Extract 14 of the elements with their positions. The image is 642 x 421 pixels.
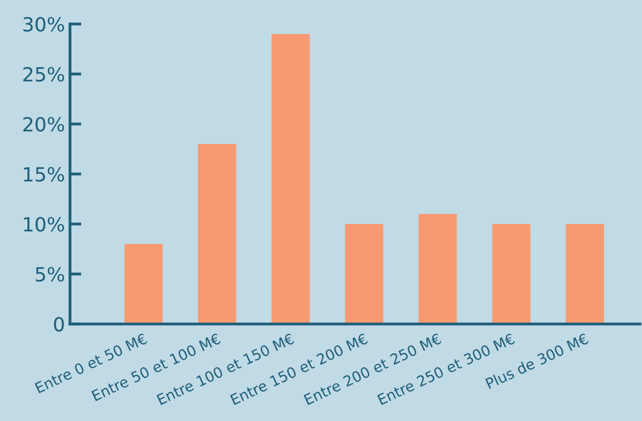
y-tick-label: 20% (23, 116, 64, 132)
bar (492, 224, 530, 324)
bar (418, 214, 457, 324)
y-tick-label: 0 (54, 316, 64, 332)
bar (566, 224, 604, 324)
bar (198, 144, 236, 324)
y-tick-label: 25% (23, 66, 64, 82)
bar (124, 244, 163, 324)
y-tick-label: 30% (23, 16, 64, 32)
bar (345, 224, 384, 324)
y-tick-label: 15% (24, 166, 64, 182)
bar (272, 34, 310, 324)
y-tick-label: 10% (24, 216, 64, 232)
y-tick-label: 5% (36, 266, 64, 282)
